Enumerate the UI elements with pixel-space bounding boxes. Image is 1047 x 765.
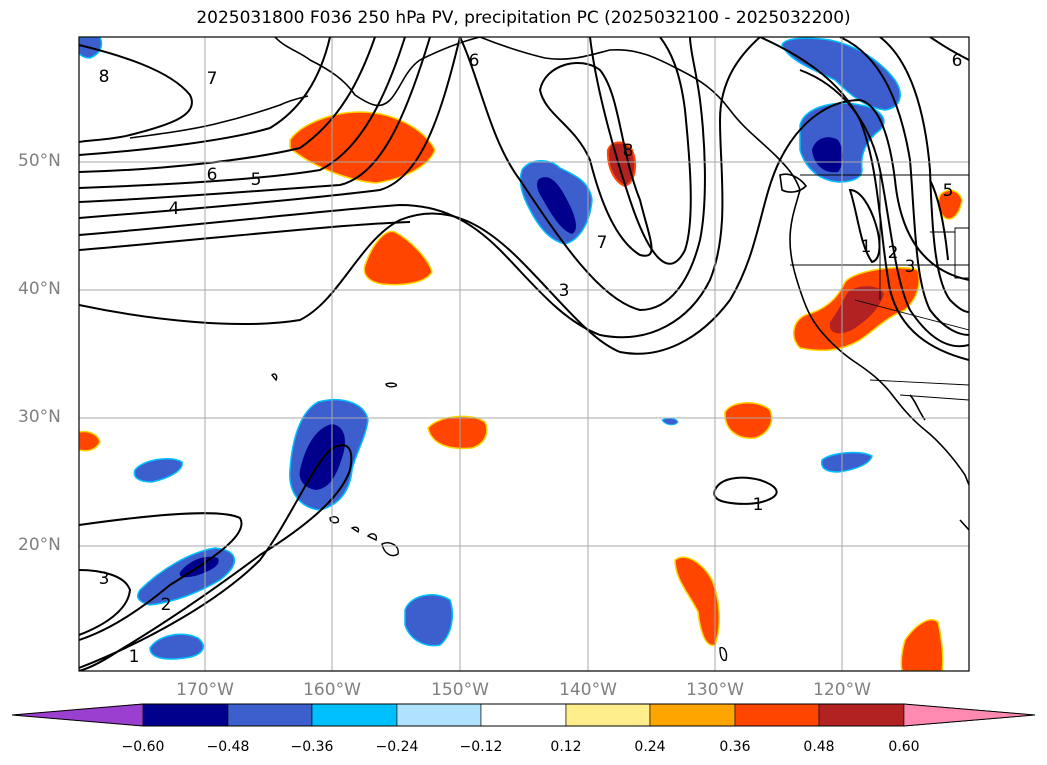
precip-positive-anomalies (79, 111, 963, 671)
colorbar-tick-label: 0.12 (550, 739, 582, 755)
colorbar-tick-label: −0.12 (459, 739, 503, 755)
lon-label: 160°W (303, 680, 361, 700)
contour-label: 3 (905, 257, 916, 277)
lon-label: 150°W (431, 680, 489, 700)
lon-label: 170°W (176, 680, 234, 700)
colorbar-tick-label: 0.48 (803, 739, 835, 755)
colorbar (11, 703, 1036, 727)
contour-label: 4 (169, 199, 180, 219)
contour-label: 1 (753, 495, 764, 515)
contour-label: 3 (559, 281, 570, 301)
colorbar-tick-label: 0.24 (634, 739, 666, 755)
contour-label: 5 (943, 181, 954, 201)
contour-label: 2 (161, 595, 172, 615)
islands (271, 373, 728, 662)
contour-label: 8 (623, 141, 634, 161)
contour-label: 3 (99, 569, 110, 589)
colorbar-tick-label: 0.60 (888, 739, 920, 755)
contour-label: 5 (251, 170, 262, 190)
contour-label: 1 (129, 647, 140, 667)
colorbar-tick-label: −0.24 (375, 739, 419, 755)
state-borders (790, 174, 969, 401)
map-title: 2025031800 F036 250 hPa PV, precipitatio… (196, 8, 851, 28)
lon-label: 120°W (813, 680, 871, 700)
colorbar-extend-low (11, 703, 144, 727)
coastlines (129, 37, 969, 531)
map-frame (78, 36, 970, 672)
lon-label: 130°W (686, 680, 744, 700)
contour-label: 7 (207, 69, 218, 89)
contour-labels: 8 7 6 5 4 6 8 7 3 1 2 3 5 6 3 2 1 1 (99, 51, 963, 667)
contour-label: 2 (888, 243, 899, 263)
lat-label: 20°N (18, 535, 61, 555)
colorbar-tick-label: −0.48 (206, 739, 250, 755)
colorbar-tick-label: 0.36 (719, 739, 751, 755)
contour-label: 7 (597, 233, 608, 253)
colorbar-tick-label: −0.60 (121, 739, 165, 755)
contour-label: 6 (469, 51, 480, 71)
contour-label: 1 (861, 237, 872, 257)
contour-label: 6 (207, 165, 218, 185)
pv-contours (79, 37, 969, 671)
lat-label: 40°N (18, 279, 61, 299)
lat-label: 50°N (18, 151, 61, 171)
colorbar-tick-label: −0.36 (290, 739, 334, 755)
colorbar-extend-high (903, 703, 1036, 727)
contour-label: 6 (952, 51, 963, 71)
lat-label: 30°N (18, 407, 61, 427)
lon-label: 140°W (559, 680, 617, 700)
contour-label: 8 (99, 67, 110, 87)
graticule (79, 37, 969, 671)
